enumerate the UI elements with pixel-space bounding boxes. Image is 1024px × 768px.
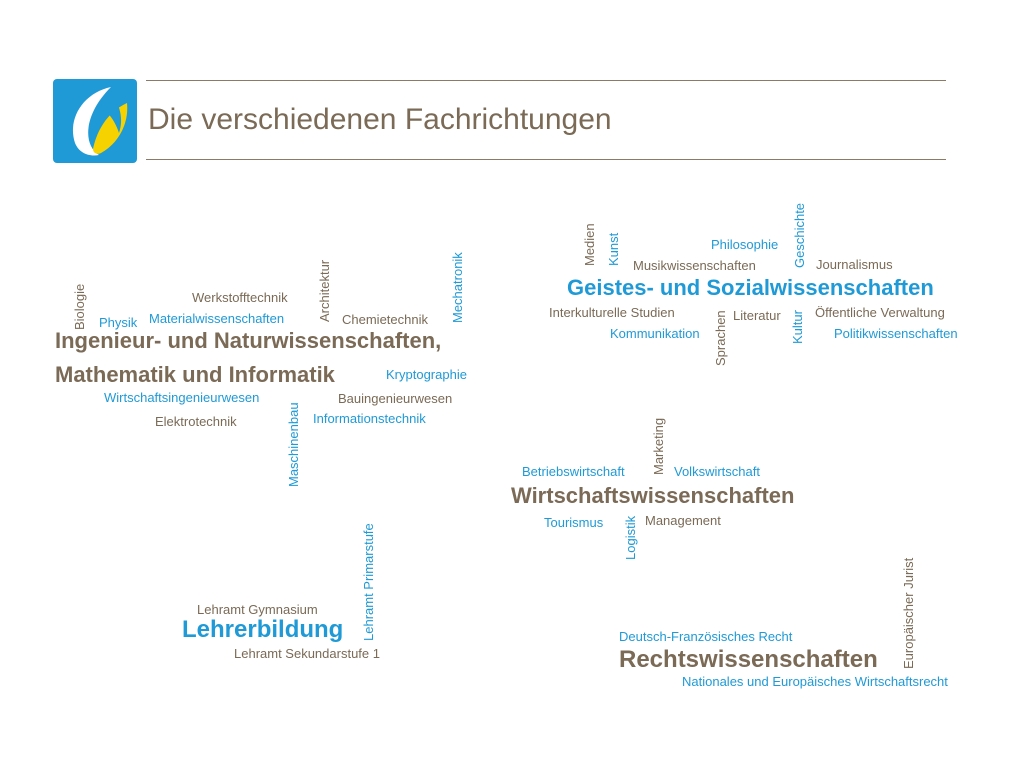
heading-lehrerbildung: Lehrerbildung <box>182 616 344 643</box>
term-lehramt-primarstufe: Lehramt Primarstufe <box>361 523 376 641</box>
title-rule-top <box>146 80 946 81</box>
term-philosophie: Philosophie <box>711 237 779 252</box>
term-geschichte: Geschichte <box>792 202 807 268</box>
term-maschinenbau: Maschinenbau <box>286 402 301 487</box>
title-rule-bottom <box>146 159 946 160</box>
term-musikwissenschaften: Musikwissenschaften <box>633 258 756 273</box>
term-literatur: Literatur <box>733 308 781 323</box>
term-wirtschaftsrecht: Nationales und Europäisches Wirtschaftsr… <box>682 674 948 689</box>
term-biologie: Biologie <box>72 283 87 330</box>
term-werkstofftechnik: Werkstofftechnik <box>192 290 288 305</box>
heading-geistes: Geistes- und Sozialwissenschaften <box>567 275 934 300</box>
term-materialwissenschaften: Materialwissenschaften <box>149 311 285 326</box>
logo <box>53 79 137 163</box>
term-tourismus: Tourismus <box>544 515 604 530</box>
term-chemietechnik: Chemietechnik <box>342 312 428 327</box>
term-sprachen: Sprachen <box>713 310 728 366</box>
heading-recht: Rechtswissenschaften <box>619 646 878 673</box>
term-kultur: Kultur <box>790 310 805 344</box>
term-kunst: Kunst <box>606 232 621 266</box>
term-management: Management <box>645 513 721 528</box>
term-deutsch-franzoesisches-recht: Deutsch-Französisches Recht <box>619 629 793 644</box>
term-journalismus: Journalismus <box>816 257 893 272</box>
term-medien: Medien <box>582 223 597 266</box>
term-europaeischer-jurist: Europäischer Jurist <box>901 557 916 669</box>
term-architektur: Architektur <box>317 259 332 322</box>
term-informationstechnik: Informationstechnik <box>313 411 426 426</box>
term-kryptographie: Kryptographie <box>386 367 467 382</box>
page-title: Die verschiedenen Fachrichtungen <box>148 103 612 136</box>
term-kommunikation: Kommunikation <box>610 326 700 341</box>
heading-ingenieur-line2: Mathematik und Informatik <box>55 362 335 387</box>
term-oeffentliche-verwaltung: Öffentliche Verwaltung <box>815 305 945 320</box>
term-logistik: Logistik <box>623 515 638 560</box>
term-bauingenieurwesen: Bauingenieurwesen <box>338 391 453 406</box>
heading-wirtschaft: Wirtschaftswissenschaften <box>511 483 795 508</box>
term-betriebswirtschaft: Betriebswirtschaft <box>522 464 625 479</box>
term-interkulturelle-studien: Interkulturelle Studien <box>549 305 675 320</box>
term-physik: Physik <box>99 315 138 330</box>
heading-ingenieur-line1: Ingenieur- und Naturwissenschaften, <box>55 328 442 353</box>
term-marketing: Marketing <box>651 417 666 475</box>
term-lehramt-sekundarstufe: Lehramt Sekundarstufe 1 <box>234 646 380 661</box>
logo-mark-icon <box>72 87 128 156</box>
term-politikwissenschaften: Politikwissenschaften <box>834 326 958 341</box>
term-mechatronik: Mechatronik <box>450 252 465 323</box>
term-wirtschaftsingenieurwesen: Wirtschaftsingenieurwesen <box>104 390 260 405</box>
term-elektrotechnik: Elektrotechnik <box>155 414 237 429</box>
term-lehramt-gymnasium: Lehramt Gymnasium <box>197 602 318 617</box>
term-volkswirtschaft: Volkswirtschaft <box>674 464 760 479</box>
